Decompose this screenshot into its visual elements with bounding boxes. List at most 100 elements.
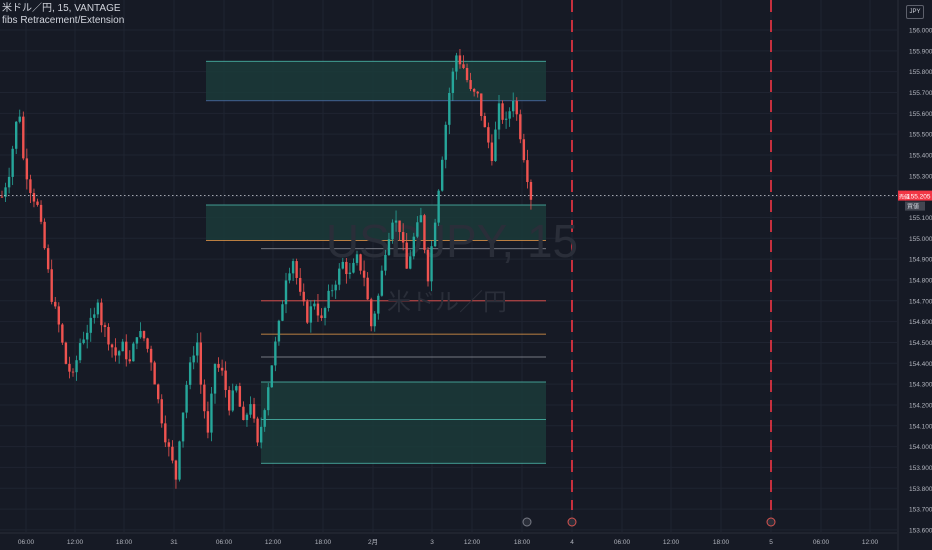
candle-body bbox=[125, 341, 128, 360]
candle-body bbox=[519, 114, 522, 140]
time-tick-label: 12:00 bbox=[862, 539, 879, 546]
candle-body bbox=[213, 364, 217, 394]
time-tick-label: 06:00 bbox=[614, 539, 631, 546]
event-marker[interactable] bbox=[766, 517, 776, 527]
candle-body bbox=[526, 160, 529, 183]
zone-box bbox=[261, 382, 546, 464]
candle-body bbox=[196, 342, 199, 356]
last-price-value: 155.205 bbox=[907, 194, 931, 201]
time-tick-label: 18:00 bbox=[514, 539, 531, 546]
price-tick-label: 154.300 bbox=[909, 382, 932, 389]
candle-body bbox=[263, 410, 266, 427]
price-tick-label: 154.900 bbox=[909, 257, 932, 264]
candle-body bbox=[522, 139, 526, 161]
price-tick-label: 154.800 bbox=[909, 277, 932, 284]
candle-body bbox=[380, 270, 384, 296]
candle-body bbox=[61, 324, 64, 343]
side-tag-box bbox=[898, 190, 906, 201]
candle-body bbox=[75, 360, 78, 373]
candle-body bbox=[164, 423, 167, 443]
candle-body bbox=[46, 248, 50, 270]
candle-body bbox=[220, 367, 224, 371]
candle-body bbox=[146, 338, 149, 349]
price-tag-box bbox=[905, 190, 932, 201]
candle-body bbox=[82, 339, 85, 344]
indicator-label[interactable]: fibs Retracement/Extension bbox=[2, 15, 125, 26]
time-tick-label: 12:00 bbox=[265, 539, 282, 546]
candle-body bbox=[330, 290, 334, 292]
candle-body bbox=[384, 254, 387, 271]
candle-body bbox=[334, 284, 337, 291]
price-tick-label: 153.800 bbox=[909, 486, 932, 493]
candle-body bbox=[96, 302, 100, 315]
candlesticks bbox=[0, 49, 533, 489]
candle-body bbox=[110, 344, 114, 348]
watermark-name: 米ドル／円 bbox=[387, 289, 507, 316]
last-price-tag: 売値 155.205 買値 bbox=[898, 190, 932, 211]
candle-body bbox=[291, 261, 295, 274]
candle-body bbox=[25, 158, 29, 180]
candle-body bbox=[242, 406, 245, 421]
candle-body bbox=[93, 314, 96, 318]
candle-body bbox=[228, 390, 231, 411]
candle-body bbox=[309, 306, 313, 323]
candle-body bbox=[86, 332, 89, 340]
candle-body bbox=[249, 404, 252, 415]
fib-levels bbox=[261, 248, 546, 420]
candle-body bbox=[391, 222, 394, 240]
event-marker[interactable] bbox=[567, 517, 577, 527]
candle-body bbox=[135, 337, 139, 344]
candle-body bbox=[210, 393, 213, 433]
price-tick-label: 155.100 bbox=[909, 215, 932, 222]
candle-body bbox=[465, 67, 469, 81]
time-tick-label: 18:00 bbox=[116, 539, 133, 546]
price-axis[interactable]: 156.000 155.900 155.800 155.700 155.600 155.5… bbox=[897, 0, 932, 550]
watermark-symbol: USDJPY, 15 bbox=[326, 215, 578, 267]
candle-body bbox=[0, 196, 4, 198]
time-tick-label: 4 bbox=[570, 539, 574, 546]
candle-body bbox=[302, 291, 305, 302]
candle-body bbox=[107, 326, 110, 345]
candle-body bbox=[338, 268, 341, 285]
time-tick-label: 18:00 bbox=[315, 539, 332, 546]
candle-body bbox=[423, 215, 426, 250]
currency-button[interactable]: JPY bbox=[906, 5, 924, 19]
price-tick-label: 155.300 bbox=[909, 173, 932, 180]
candle-body bbox=[409, 256, 412, 269]
candle-body bbox=[121, 341, 124, 352]
candle-body bbox=[259, 426, 263, 443]
candle-body bbox=[18, 116, 21, 122]
candle-body bbox=[515, 100, 518, 115]
candle-body bbox=[437, 190, 440, 223]
candle-body bbox=[419, 215, 423, 223]
candle-body bbox=[160, 399, 163, 424]
candle-body bbox=[245, 414, 249, 421]
time-tick-label: 31 bbox=[170, 539, 178, 546]
candle-body bbox=[487, 127, 490, 143]
event-marker[interactable] bbox=[522, 517, 532, 527]
candle-body bbox=[57, 306, 60, 325]
time-tick-label: 18:00 bbox=[713, 539, 730, 546]
candle-body bbox=[451, 71, 455, 93]
price-tick-label: 155.600 bbox=[909, 111, 932, 118]
candle-body bbox=[370, 299, 373, 327]
bid-label: 買値 bbox=[907, 203, 919, 211]
price-tick-label: 154.500 bbox=[909, 340, 932, 347]
candle-body bbox=[4, 187, 7, 197]
candle-body bbox=[497, 103, 501, 130]
candle-body bbox=[316, 303, 320, 316]
time-tick-label: 5 bbox=[769, 539, 773, 546]
candle-body bbox=[43, 221, 46, 249]
event-markers[interactable] bbox=[522, 517, 776, 527]
price-tick-label: 154.100 bbox=[909, 423, 932, 430]
candle-body bbox=[444, 124, 447, 160]
candle-body bbox=[89, 317, 92, 333]
candle-body bbox=[171, 446, 174, 461]
chart-title[interactable]: 米ドル／円, 15, VANTAGE bbox=[2, 3, 121, 14]
time-axis[interactable]: 06:00 12:00 18:00 31 06:00 12:00 18:00 2月 3 12:00… bbox=[0, 532, 897, 546]
candle-body bbox=[36, 201, 39, 205]
candle-body bbox=[270, 365, 273, 388]
candle-body bbox=[15, 121, 18, 149]
candle-body bbox=[167, 442, 171, 447]
